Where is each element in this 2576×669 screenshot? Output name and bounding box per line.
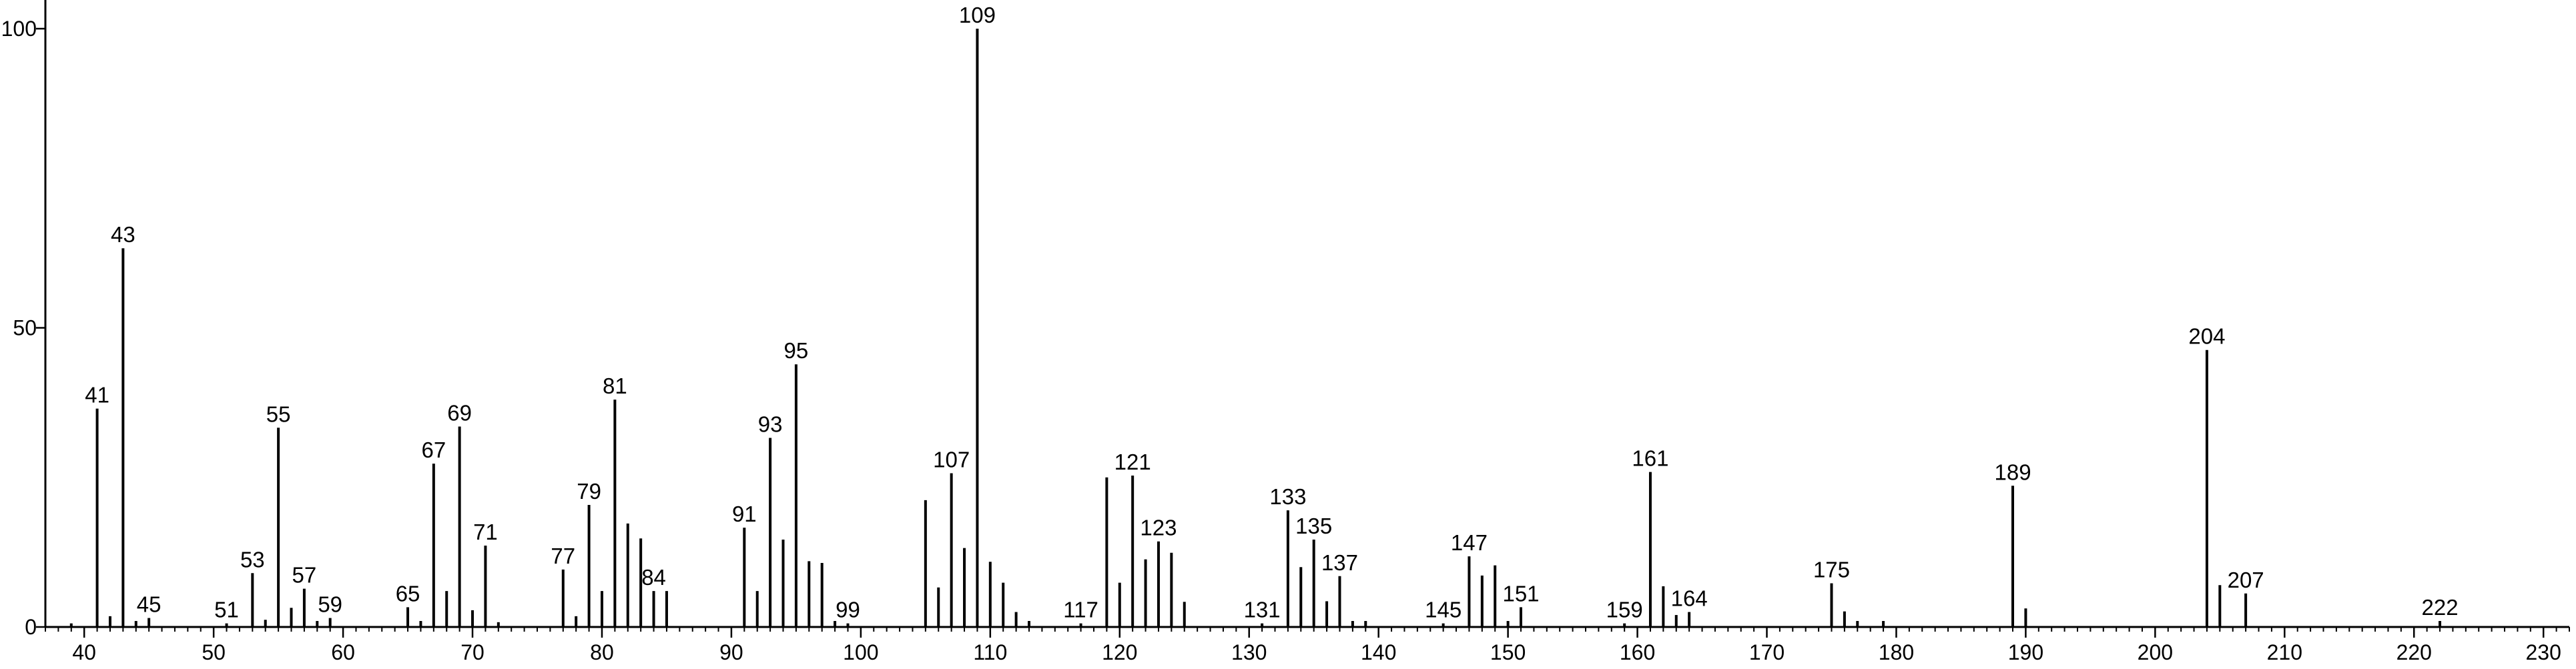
- x-tick-label: 130: [1231, 640, 1267, 664]
- peak-label-164: 164: [1671, 586, 1708, 611]
- peak-label-65: 65: [396, 581, 420, 606]
- x-major-ticks: [83, 627, 2545, 638]
- peak-label-107: 107: [933, 447, 970, 472]
- peak-label-77: 77: [551, 544, 575, 568]
- peak-label-207: 207: [2228, 568, 2264, 592]
- x-tick-label: 180: [1879, 640, 1914, 664]
- peak-label-79: 79: [577, 479, 601, 504]
- peak-label-135: 135: [1295, 514, 1332, 538]
- y-tick-label: 50: [13, 316, 37, 340]
- x-tick-label: 120: [1102, 640, 1137, 664]
- x-tick-label: 140: [1361, 640, 1396, 664]
- x-tick-label: 50: [202, 640, 226, 664]
- peak-label-121: 121: [1114, 450, 1151, 474]
- peak-label-99: 99: [836, 598, 860, 622]
- x-tick-label: 190: [2008, 640, 2043, 664]
- peak-label-131: 131: [1244, 598, 1281, 622]
- y-tick-labels: 0 50 100: [1, 17, 37, 639]
- peak-label-51: 51: [214, 598, 239, 622]
- x-tick-label: 80: [590, 640, 614, 664]
- peak-label-109: 109: [959, 3, 996, 27]
- peak-label-84: 84: [641, 565, 666, 590]
- peak-label-123: 123: [1140, 516, 1177, 540]
- x-tick-label: 160: [1620, 640, 1655, 664]
- y-tick-label: 100: [1, 17, 37, 41]
- x-tick-label: 110: [973, 640, 1007, 664]
- x-tick-labels: 40 50 60 70 80 90 100 110 120 130 140 150 160 170 180 1…: [72, 640, 2561, 664]
- peak-label-45: 45: [137, 592, 162, 617]
- peak-label-222: 222: [2422, 595, 2459, 620]
- x-tick-label: 210: [2267, 640, 2302, 664]
- x-tick-label: 40: [72, 640, 96, 664]
- peak-label-204: 204: [2188, 324, 2225, 349]
- peak-label-69: 69: [447, 401, 472, 426]
- peak-label-189: 189: [1994, 460, 2031, 484]
- peak-label-41: 41: [85, 383, 109, 408]
- x-tick-label: 150: [1490, 640, 1526, 664]
- x-tick-label: 170: [1749, 640, 1785, 664]
- peak-label-91: 91: [732, 502, 757, 526]
- peak-label-55: 55: [266, 402, 291, 426]
- peak-label-151: 151: [1502, 581, 1539, 606]
- x-tick-label: 200: [2138, 640, 2173, 664]
- y-ticks: [36, 27, 45, 628]
- x-tick-label: 70: [460, 640, 485, 664]
- peak-label-43: 43: [111, 222, 135, 247]
- peak-label-67: 67: [421, 438, 446, 462]
- peak-bars: [69, 29, 2442, 627]
- peak-label-117: 117: [1063, 598, 1098, 622]
- peak-label-133: 133: [1269, 484, 1306, 509]
- peak-label-53: 53: [240, 547, 265, 572]
- peak-label-159: 159: [1606, 598, 1643, 622]
- peak-label-137: 137: [1321, 550, 1358, 575]
- peak-label-81: 81: [603, 374, 627, 398]
- x-tick-label: 230: [2526, 640, 2561, 664]
- peak-label-145: 145: [1425, 598, 1462, 622]
- y-tick-label: 0: [25, 615, 37, 639]
- peak-label-175: 175: [1813, 558, 1850, 582]
- peak-label-71: 71: [473, 520, 498, 544]
- peak-label-95: 95: [784, 338, 809, 363]
- peak-label-57: 57: [292, 563, 317, 588]
- x-tick-label: 60: [331, 640, 355, 664]
- x-tick-label: 90: [719, 640, 743, 664]
- x-tick-label: 220: [2396, 640, 2432, 664]
- peak-label-93: 93: [758, 412, 783, 437]
- peak-label-147: 147: [1451, 530, 1488, 555]
- peak-label-59: 59: [318, 592, 342, 617]
- x-tick-label: 100: [843, 640, 878, 664]
- peak-label-161: 161: [1632, 446, 1668, 471]
